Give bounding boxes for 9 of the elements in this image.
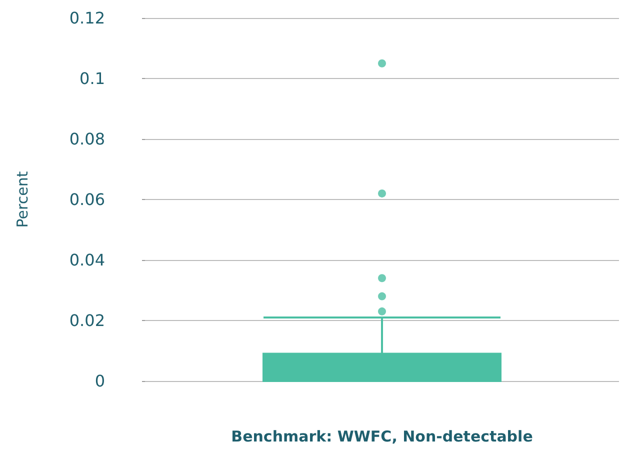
y-tick-label: 0.1 <box>80 69 105 88</box>
y-tick-label: 0.08 <box>69 130 105 148</box>
y-tick-label: 0.06 <box>69 190 105 209</box>
y-tick-label: 0.02 <box>69 311 105 330</box>
y-tick-label: 0 <box>94 372 105 390</box>
y-tick-label: 0.04 <box>69 250 105 270</box>
y-tick-label: 0.12 <box>69 8 105 28</box>
x-axis-title: Benchmark: WWFC, Non-detectable <box>231 428 533 446</box>
y-axis-title: Percent <box>14 171 32 228</box>
